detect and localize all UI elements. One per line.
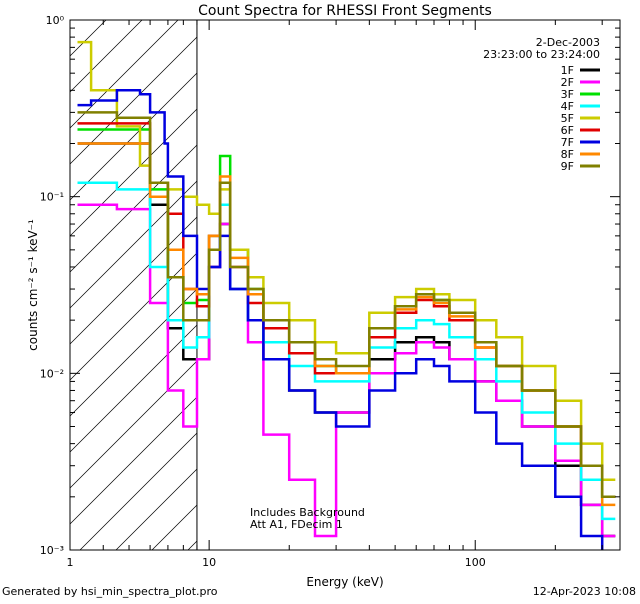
hatch-mask (196, 20, 620, 550)
hatch-line (70, 20, 215, 165)
annotation-background: Includes Background (250, 506, 365, 519)
series-7F-line (77, 89, 604, 550)
hatch-line (70, 20, 143, 93)
y-tick-label: 10⁻³ (40, 544, 64, 557)
hatch-line (70, 20, 251, 201)
series-9F-line (77, 111, 616, 499)
legend-label-3F: 3F (561, 88, 574, 101)
legend-label-4F: 4F (561, 100, 574, 113)
x-tick-label: 1 (67, 556, 74, 569)
legend-label-1F: 1F (561, 64, 574, 77)
series-2F-line (77, 203, 616, 538)
y-tick-label: 10⁻¹ (40, 191, 64, 204)
hatch-line (70, 20, 179, 129)
x-tick-label: 10 (202, 556, 216, 569)
y-tick-label: 10⁻² (40, 367, 64, 380)
x-tick-label: 100 (465, 556, 486, 569)
legend-label-7F: 7F (561, 136, 574, 149)
y-axis-label: counts cm⁻² s⁻¹ keV⁻¹ (26, 219, 40, 351)
annotation-attenuator: Att A1, FDecim 1 (250, 518, 343, 531)
time-range-label: 23:23:00 to 23:24:00 (483, 48, 600, 61)
chart-title: Count Spectra for RHESSI Front Segments (198, 3, 492, 19)
footer-timestamp: 12-Apr-2023 10:08 (532, 585, 636, 598)
date-label: 2-Dec-2003 (536, 36, 600, 49)
footer-generator: Generated by hsi_min_spectra_plot.pro (2, 585, 218, 598)
legend-label-6F: 6F (561, 124, 574, 137)
legend-label-2F: 2F (561, 76, 574, 89)
legend-label-8F: 8F (561, 148, 574, 161)
legend-label-5F: 5F (561, 112, 574, 125)
x-axis-label: Energy (keV) (306, 575, 383, 589)
y-tick-label: 10⁰ (46, 14, 65, 27)
plot-frame (69, 19, 621, 551)
legend-label-9F: 9F (561, 160, 574, 173)
